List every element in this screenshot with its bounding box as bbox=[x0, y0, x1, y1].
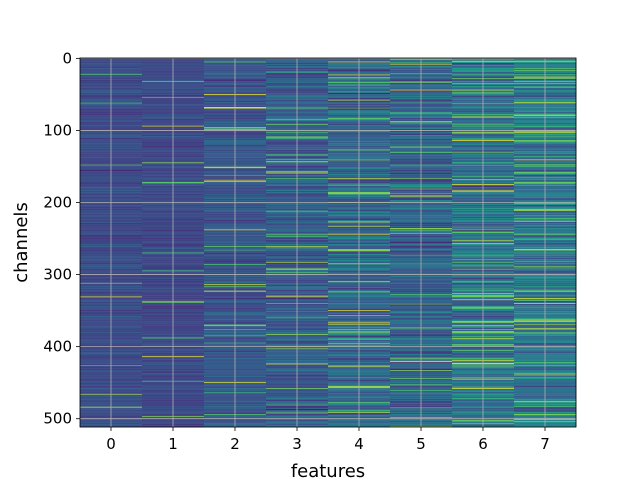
x-tick-label: 2 bbox=[230, 435, 240, 453]
x-tick-label: 3 bbox=[292, 435, 302, 453]
y-tick-label: 0 bbox=[62, 49, 72, 67]
x-axis: 0 1 2 3 4 5 6 7 bbox=[106, 427, 550, 453]
heatmap-cells bbox=[80, 58, 577, 428]
y-tick-label: 300 bbox=[43, 266, 72, 284]
x-tick-label: 5 bbox=[416, 435, 426, 453]
x-tick-label: 4 bbox=[354, 435, 364, 453]
x-tick-label: 0 bbox=[106, 435, 116, 453]
x-tick-label: 6 bbox=[478, 435, 488, 453]
plot-frame bbox=[79, 57, 577, 428]
y-tick-label: 200 bbox=[43, 194, 72, 212]
y-axis-label: channels bbox=[11, 202, 32, 283]
y-tick-label: 400 bbox=[43, 338, 72, 356]
x-tick-label: 7 bbox=[540, 435, 550, 453]
y-axis: 0 100 200 300 400 500 bbox=[43, 49, 80, 428]
y-tick-label: 500 bbox=[43, 410, 72, 428]
x-tick-label: 1 bbox=[168, 435, 178, 453]
grid-lines bbox=[80, 57, 576, 427]
y-tick-label: 100 bbox=[43, 121, 72, 139]
x-axis-label: features bbox=[291, 461, 365, 480]
